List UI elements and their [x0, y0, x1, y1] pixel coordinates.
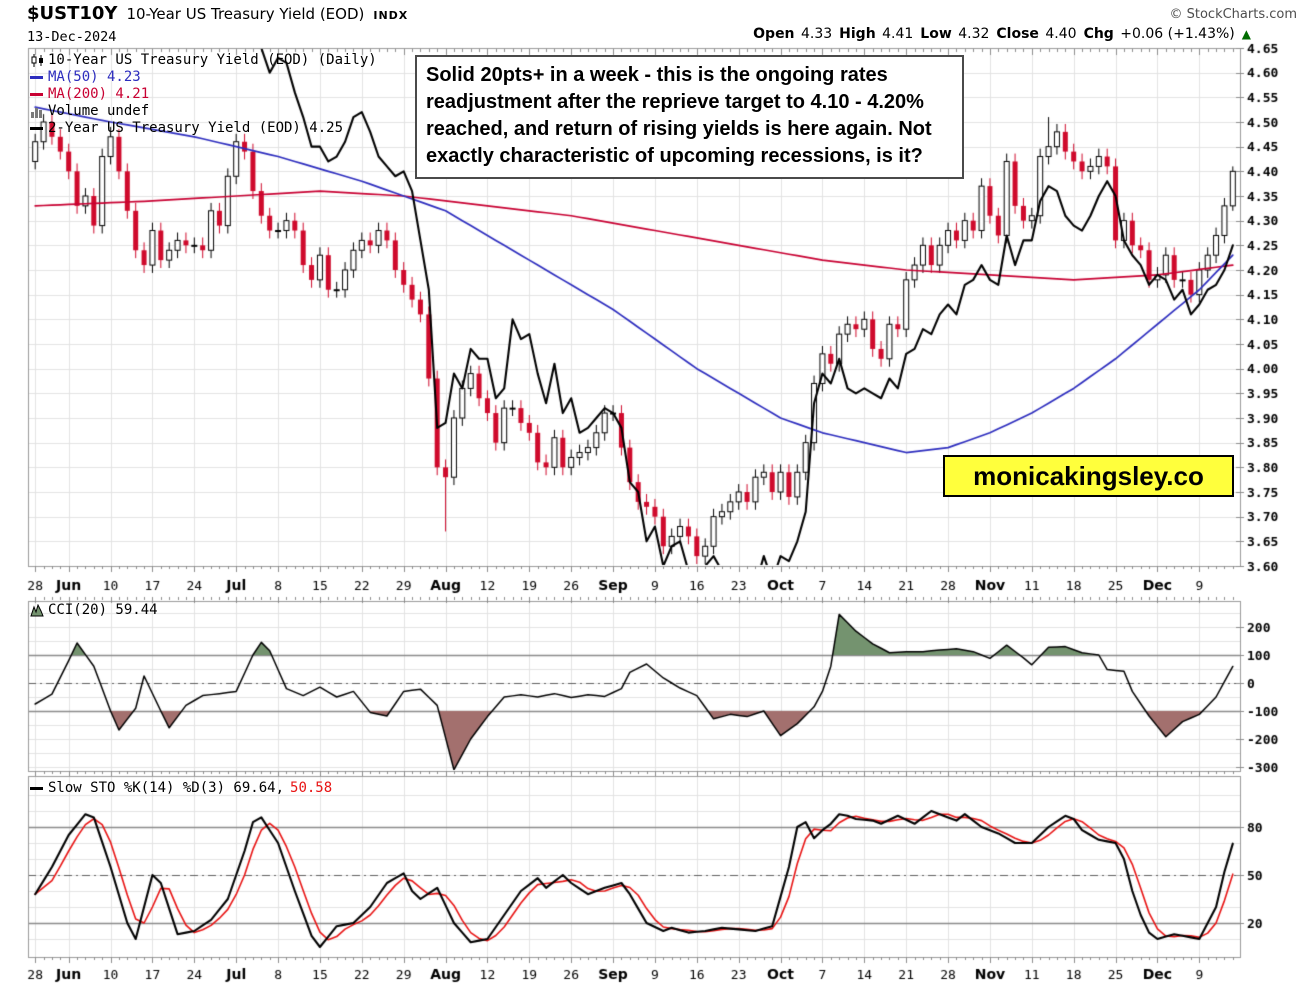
- open-quote: Open 4.33: [753, 26, 833, 42]
- chg-quote: Chg +0.06 (+1.43%): [1083, 26, 1235, 42]
- ohlc-quote-row: Open 4.33 High 4.41 Low 4.32 Close 4.40 …: [753, 26, 1251, 42]
- watermark-badge: monicakingsley.co: [943, 455, 1234, 497]
- annotation-note: Solid 20pts+ in a week - this is the ong…: [415, 55, 964, 179]
- exchange-label: INDX: [373, 9, 409, 22]
- cci-legend: CCI(20) 59.44: [30, 602, 158, 619]
- close-quote: Close 4.40: [996, 26, 1077, 42]
- chart-date: 13-Dec-2024: [27, 29, 117, 45]
- symbol: $UST10Y: [27, 3, 118, 24]
- cci-area-icon: [30, 604, 48, 617]
- sto-line-swatch-icon: [30, 786, 48, 791]
- stockcharts-credit: © StockCharts.com: [1169, 7, 1297, 22]
- page-title: 10-Year US Treasury Yield (EOD): [126, 5, 365, 23]
- ma200-line-swatch-icon: [30, 92, 48, 97]
- sto-legend-label: Slow STO %K(14) %D(3) 69.64,: [48, 780, 285, 796]
- cci-legend-label: CCI(20) 59.44: [48, 602, 158, 618]
- main-chart-legend: 10-Year US Treasury Yield (EOD) (Daily) …: [30, 52, 377, 137]
- legend-ma50: MA(50) 4.23: [30, 69, 377, 86]
- candles-icon: [30, 54, 48, 67]
- legend-ma200: MA(200) 4.21: [30, 86, 377, 103]
- low-quote: Low 4.32: [920, 26, 990, 42]
- up-triangle-icon: ▲: [1241, 27, 1251, 41]
- chart-header: $UST10Y 10-Year US Treasury Yield (EOD) …: [27, 3, 408, 24]
- legend-volume: Volume undef: [30, 103, 377, 120]
- volume-bars-icon: [30, 106, 48, 118]
- high-quote: High 4.41: [839, 26, 914, 42]
- sto-d-value: 50.58: [290, 780, 333, 796]
- 2y-line-swatch-icon: [30, 126, 48, 131]
- ma50-line-swatch-icon: [30, 75, 48, 80]
- sto-legend: Slow STO %K(14) %D(3) 69.64, 50.58: [30, 780, 332, 797]
- legend-price-series: 10-Year US Treasury Yield (EOD) (Daily): [30, 52, 377, 69]
- legend-2y-series: 2-Year US Treasury Yield (EOD) 4.25: [30, 120, 377, 137]
